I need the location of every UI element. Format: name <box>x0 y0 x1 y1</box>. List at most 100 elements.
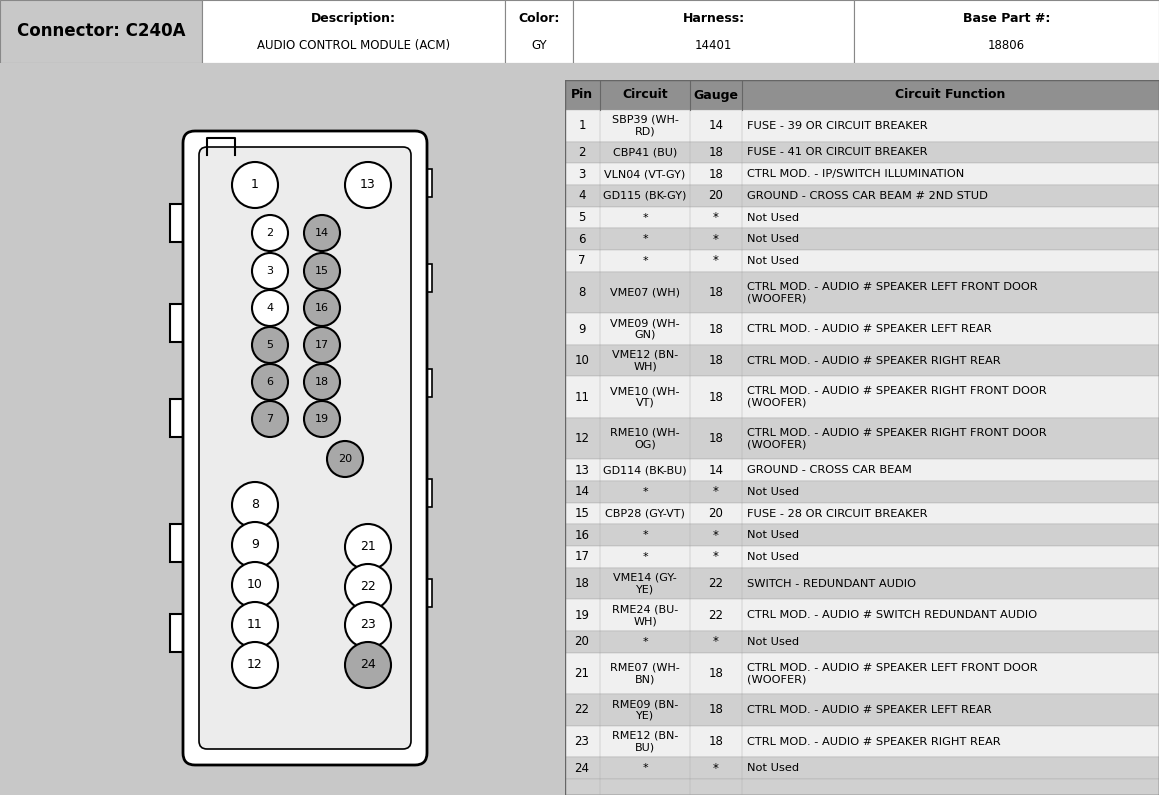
Text: 24: 24 <box>575 762 590 774</box>
Text: *: * <box>642 235 648 244</box>
Text: 20: 20 <box>575 635 590 649</box>
Bar <box>854 0 1159 63</box>
Circle shape <box>345 642 391 688</box>
Text: VME10 (WH-
VT): VME10 (WH- VT) <box>611 386 679 408</box>
Text: RME24 (BU-
WH): RME24 (BU- WH) <box>612 604 678 626</box>
Text: GD115 (BK-GY): GD115 (BK-GY) <box>604 191 686 201</box>
Bar <box>564 345 1159 376</box>
Bar <box>564 546 1159 568</box>
Bar <box>410 579 432 607</box>
Text: VME09 (WH-
GN): VME09 (WH- GN) <box>610 318 680 339</box>
Text: Not Used: Not Used <box>748 235 799 244</box>
Text: RME07 (WH-
BN): RME07 (WH- BN) <box>610 662 680 684</box>
Text: 13: 13 <box>360 179 376 192</box>
Text: FUSE - 41 OR CIRCUIT BREAKER: FUSE - 41 OR CIRCUIT BREAKER <box>748 147 927 157</box>
Text: *: * <box>713 211 719 224</box>
Text: 18: 18 <box>315 377 329 387</box>
Text: CTRL MOD. - AUDIO # SWITCH REDUNDANT AUDIO: CTRL MOD. - AUDIO # SWITCH REDUNDANT AUD… <box>748 611 1037 620</box>
Circle shape <box>252 364 287 400</box>
Text: 21: 21 <box>360 541 376 553</box>
Text: *: * <box>713 762 719 774</box>
Bar <box>564 631 1159 653</box>
Text: 20: 20 <box>708 507 723 520</box>
Circle shape <box>304 215 340 251</box>
Text: Not Used: Not Used <box>748 530 799 541</box>
Text: 21: 21 <box>575 667 590 680</box>
Text: 8: 8 <box>252 498 258 511</box>
Circle shape <box>304 401 340 437</box>
Text: 9: 9 <box>578 323 585 335</box>
Bar <box>564 207 1159 228</box>
Text: Circuit: Circuit <box>622 88 668 102</box>
Text: Circuit Function: Circuit Function <box>895 88 1005 102</box>
Text: 2: 2 <box>267 228 274 238</box>
Text: 14: 14 <box>575 486 590 498</box>
Circle shape <box>232 162 278 208</box>
Text: 18: 18 <box>708 168 723 180</box>
Text: 18806: 18806 <box>987 39 1025 52</box>
Circle shape <box>232 522 278 568</box>
Text: CTRL MOD. - AUDIO # SPEAKER LEFT FRONT DOOR
(WOOFER): CTRL MOD. - AUDIO # SPEAKER LEFT FRONT D… <box>748 281 1037 304</box>
Text: 18: 18 <box>708 735 723 748</box>
Bar <box>564 313 1159 345</box>
Circle shape <box>327 441 363 477</box>
Circle shape <box>252 401 287 437</box>
Text: 11: 11 <box>247 619 263 631</box>
Text: *: * <box>713 486 719 498</box>
Bar <box>564 758 1159 779</box>
Text: 22: 22 <box>575 704 590 716</box>
Text: Color:: Color: <box>518 13 560 25</box>
FancyBboxPatch shape <box>199 147 411 749</box>
Text: 6: 6 <box>578 233 585 246</box>
Text: 14401: 14401 <box>694 39 732 52</box>
Text: 18: 18 <box>708 286 723 299</box>
Bar <box>564 694 1159 726</box>
Text: CBP28 (GY-VT): CBP28 (GY-VT) <box>605 509 685 518</box>
Bar <box>564 228 1159 250</box>
Text: 13: 13 <box>575 463 590 477</box>
Text: GY: GY <box>531 39 547 52</box>
Text: CTRL MOD. - AUDIO # SPEAKER RIGHT FRONT DOOR
(WOOFER): CTRL MOD. - AUDIO # SPEAKER RIGHT FRONT … <box>748 386 1047 408</box>
Text: 22: 22 <box>360 580 376 594</box>
Text: 18: 18 <box>575 577 590 590</box>
Bar <box>202 0 505 63</box>
Bar <box>564 502 1159 525</box>
Text: Gauge: Gauge <box>693 88 738 102</box>
Text: Connector: C240A: Connector: C240A <box>16 22 185 41</box>
Circle shape <box>252 290 287 326</box>
Text: 1: 1 <box>578 119 585 132</box>
Circle shape <box>232 482 278 528</box>
Bar <box>564 163 1159 185</box>
Circle shape <box>345 162 391 208</box>
Text: GROUND - CROSS CAR BEAM: GROUND - CROSS CAR BEAM <box>748 465 912 475</box>
Text: 20: 20 <box>338 454 352 464</box>
Bar <box>564 653 1159 694</box>
Text: 5: 5 <box>578 211 585 224</box>
Text: 23: 23 <box>575 735 590 748</box>
Text: Not Used: Not Used <box>748 212 799 223</box>
Text: 18: 18 <box>708 667 723 680</box>
Text: Description:: Description: <box>311 13 396 25</box>
Bar <box>564 142 1159 163</box>
Bar <box>564 110 1159 142</box>
Text: 20: 20 <box>708 189 723 203</box>
Text: *: * <box>713 635 719 649</box>
Text: 9: 9 <box>252 538 258 552</box>
Text: 10: 10 <box>575 354 590 367</box>
Circle shape <box>304 253 340 289</box>
Text: Pin: Pin <box>571 88 593 102</box>
Bar <box>564 525 1159 546</box>
Text: *: * <box>713 550 719 564</box>
Text: Harness:: Harness: <box>683 13 744 25</box>
Text: 1: 1 <box>252 179 258 192</box>
Text: CTRL MOD. - AUDIO # SPEAKER RIGHT REAR: CTRL MOD. - AUDIO # SPEAKER RIGHT REAR <box>748 736 1000 747</box>
Circle shape <box>232 602 278 648</box>
Text: *: * <box>642 256 648 266</box>
Text: GROUND - CROSS CAR BEAM # 2ND STUD: GROUND - CROSS CAR BEAM # 2ND STUD <box>748 191 987 201</box>
Text: 18: 18 <box>708 323 723 335</box>
Text: SWITCH - REDUNDANT AUDIO: SWITCH - REDUNDANT AUDIO <box>748 579 916 588</box>
Text: RME12 (BN-
BU): RME12 (BN- BU) <box>612 731 678 752</box>
Text: 14: 14 <box>315 228 329 238</box>
Text: AUDIO CONTROL MODULE (ACM): AUDIO CONTROL MODULE (ACM) <box>257 39 450 52</box>
Text: VME14 (GY-
YE): VME14 (GY- YE) <box>613 573 677 595</box>
